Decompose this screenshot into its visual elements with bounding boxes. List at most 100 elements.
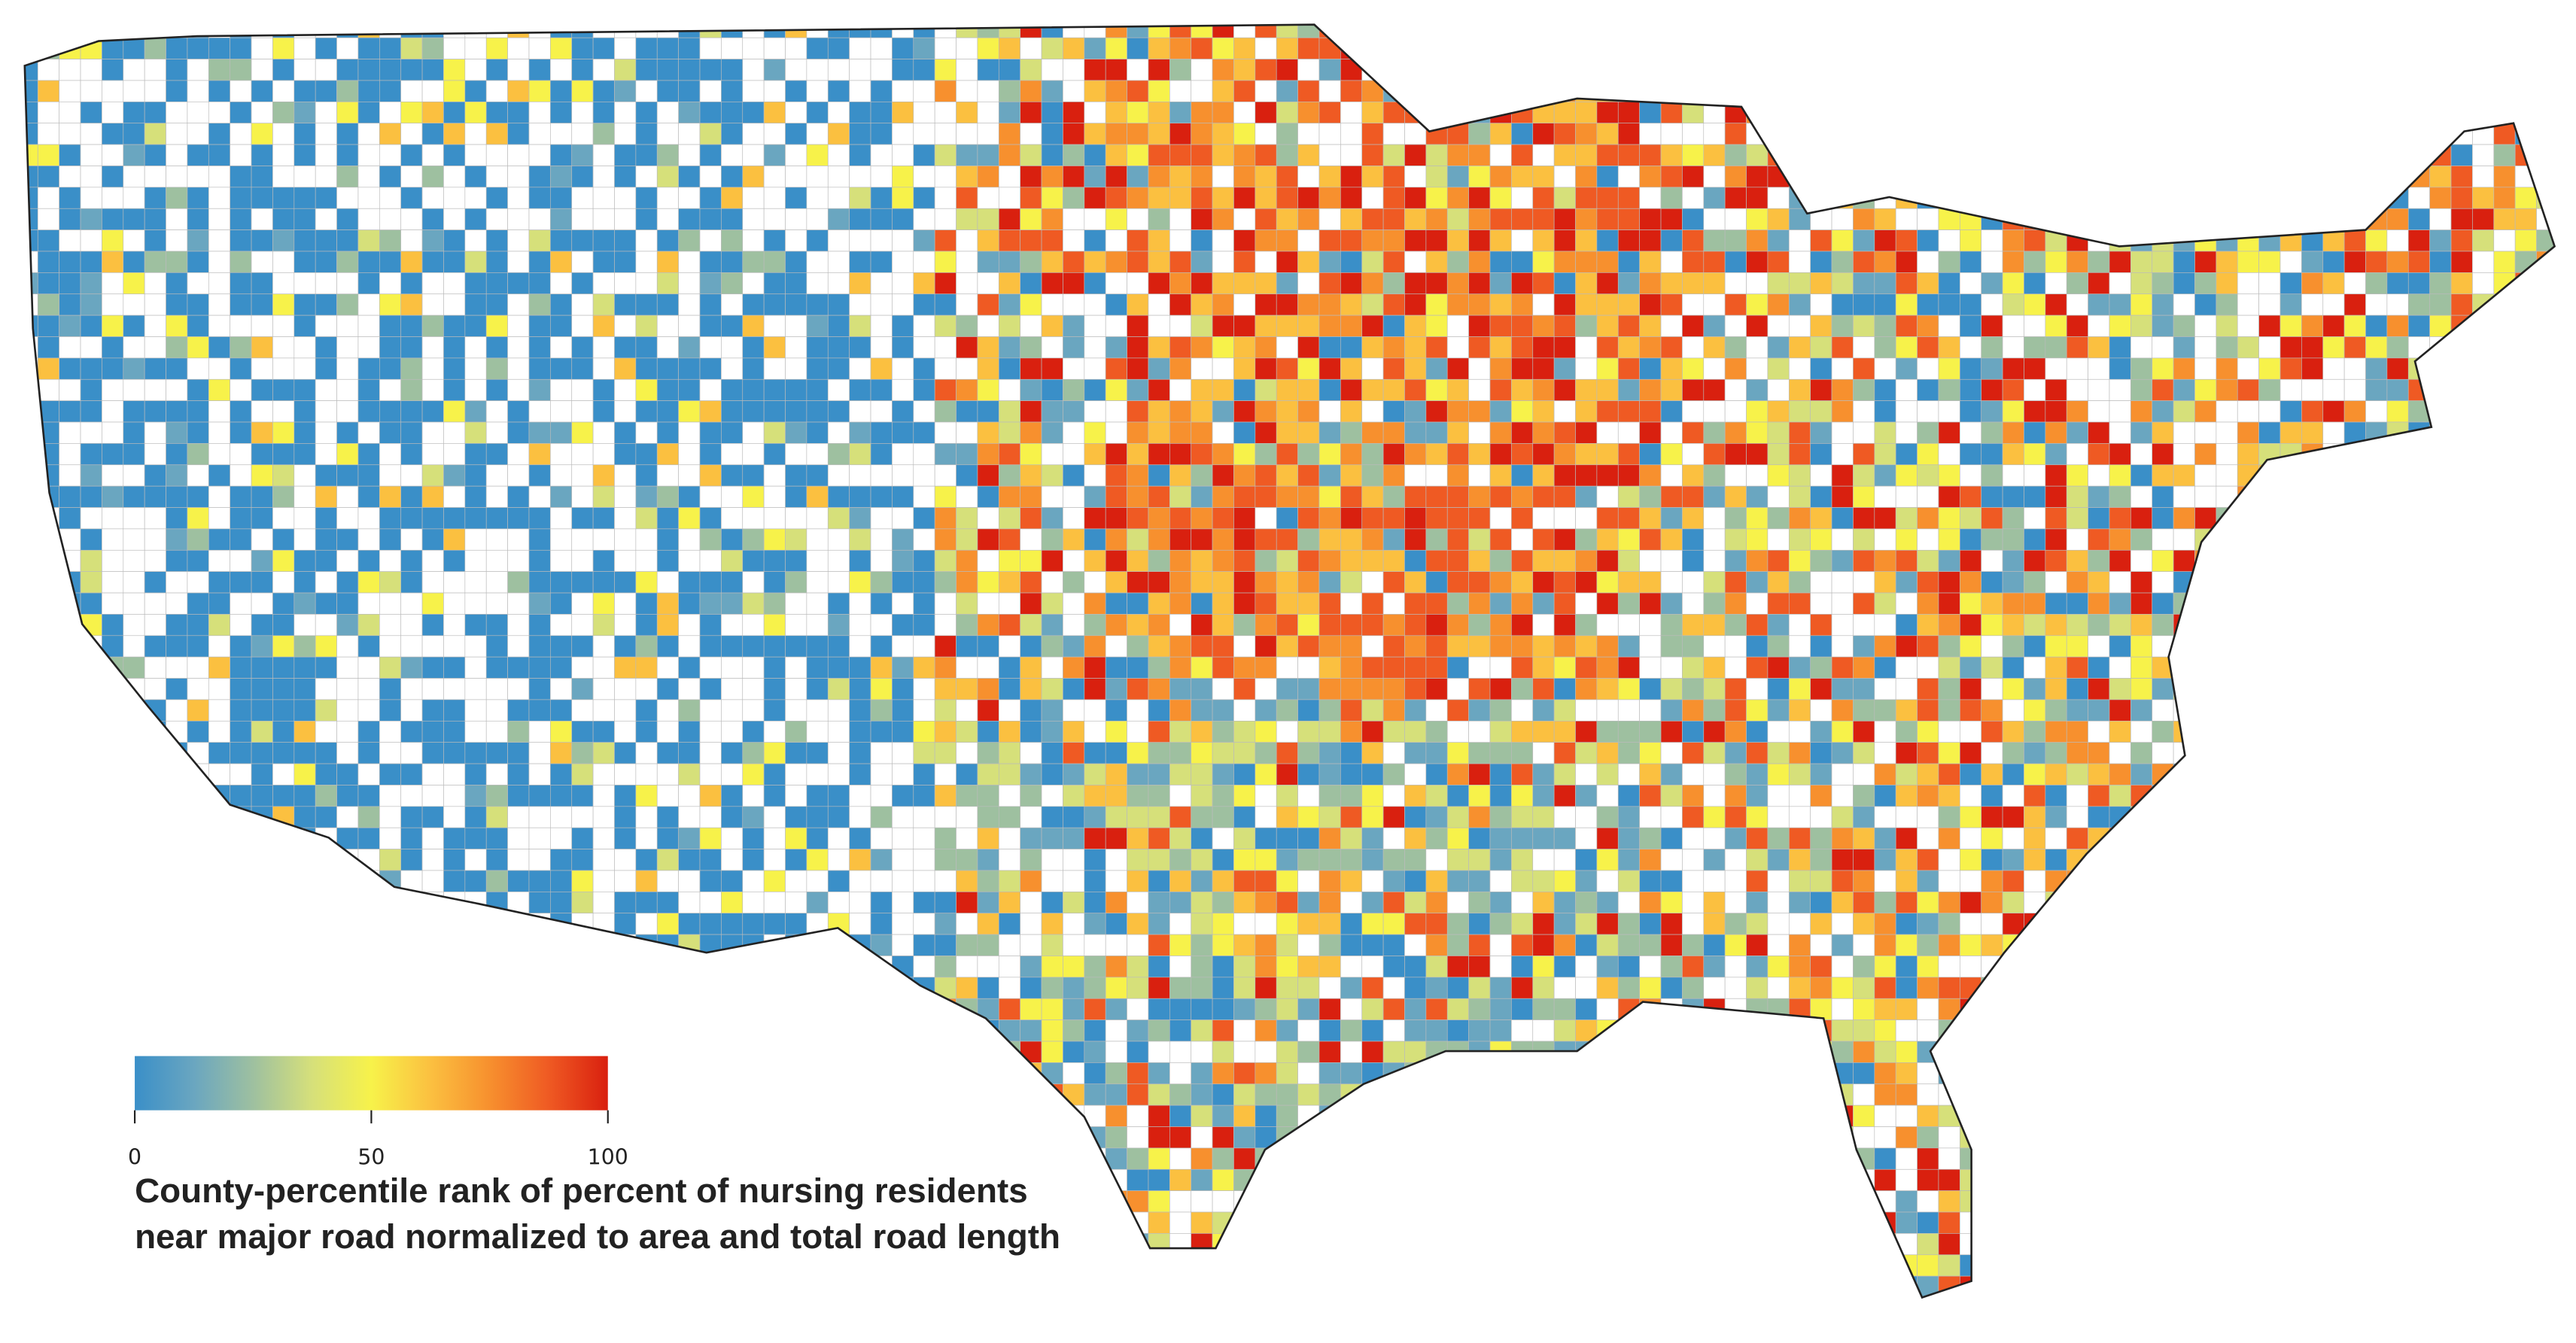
county (913, 357, 935, 380)
county (400, 400, 423, 423)
county (2365, 123, 2388, 145)
county (2450, 357, 2473, 380)
county (956, 400, 978, 423)
county (1639, 720, 1662, 743)
county (1917, 699, 1939, 722)
county (1682, 827, 1705, 849)
county (1511, 485, 1534, 508)
county (2536, 251, 2555, 273)
county (1020, 229, 1042, 252)
county (1233, 59, 1256, 81)
county (1212, 293, 1234, 316)
county (1810, 421, 1832, 444)
county (2130, 187, 2153, 209)
county (208, 102, 231, 124)
county (1063, 892, 1085, 914)
county (1276, 229, 1298, 252)
county (2301, 528, 2324, 551)
county (59, 485, 81, 508)
county (144, 37, 166, 59)
county (1575, 849, 1598, 871)
county (2429, 443, 2452, 466)
county (1511, 720, 1534, 743)
county (1191, 763, 1213, 785)
county (2279, 571, 2302, 594)
county (1404, 571, 1427, 594)
county (1191, 208, 1213, 230)
county (1404, 421, 1427, 444)
county (827, 123, 850, 145)
county (1938, 485, 1960, 508)
county (614, 571, 637, 594)
county (336, 336, 359, 359)
county (763, 24, 786, 38)
county (1917, 678, 1939, 700)
county (187, 549, 209, 572)
county (2536, 507, 2555, 530)
county (2216, 742, 2238, 764)
county (1041, 528, 1063, 551)
county (614, 614, 637, 637)
county (357, 742, 380, 764)
county (1895, 592, 1918, 615)
county (1084, 699, 1106, 722)
county (2002, 378, 2024, 401)
county (24, 464, 38, 487)
county (1874, 699, 1896, 722)
county (357, 336, 380, 359)
county (315, 635, 337, 658)
county (1831, 656, 1854, 679)
county (144, 314, 166, 337)
county (1981, 806, 2003, 828)
county (635, 528, 658, 551)
county (934, 144, 956, 166)
county (2450, 827, 2473, 849)
county (2493, 464, 2516, 487)
county (1810, 336, 1832, 359)
county (1127, 763, 1149, 785)
county (400, 378, 423, 401)
county (1255, 763, 1277, 785)
county (1105, 378, 1127, 401)
county (2024, 80, 2046, 102)
county (1148, 678, 1170, 700)
county (1532, 59, 1555, 81)
county (2536, 806, 2555, 828)
county (2536, 314, 2555, 337)
county (507, 849, 530, 871)
county (1169, 400, 1192, 423)
county (272, 571, 295, 594)
county (2301, 357, 2324, 380)
county (1105, 80, 1127, 102)
county (102, 763, 124, 785)
county (1511, 635, 1534, 658)
county (1895, 357, 1918, 380)
county (2493, 229, 2516, 252)
county (806, 102, 829, 124)
county (336, 314, 359, 337)
county (59, 507, 81, 530)
county (230, 549, 252, 572)
county (1105, 357, 1127, 380)
county (166, 763, 188, 785)
county (656, 549, 679, 572)
county (870, 892, 893, 914)
county (892, 166, 914, 188)
county (2365, 293, 2388, 316)
county (1297, 378, 1320, 401)
county (2386, 870, 2409, 892)
county (1212, 59, 1234, 81)
county (2365, 378, 2388, 401)
county (678, 635, 701, 658)
county (2450, 549, 2473, 572)
county (2194, 208, 2217, 230)
county (293, 187, 316, 209)
county (2365, 37, 2388, 59)
county (251, 485, 273, 508)
county (1041, 720, 1063, 743)
county (2322, 166, 2345, 188)
county (2173, 59, 2195, 81)
county (2536, 144, 2555, 166)
county (1853, 742, 1875, 764)
county (1639, 272, 1662, 295)
